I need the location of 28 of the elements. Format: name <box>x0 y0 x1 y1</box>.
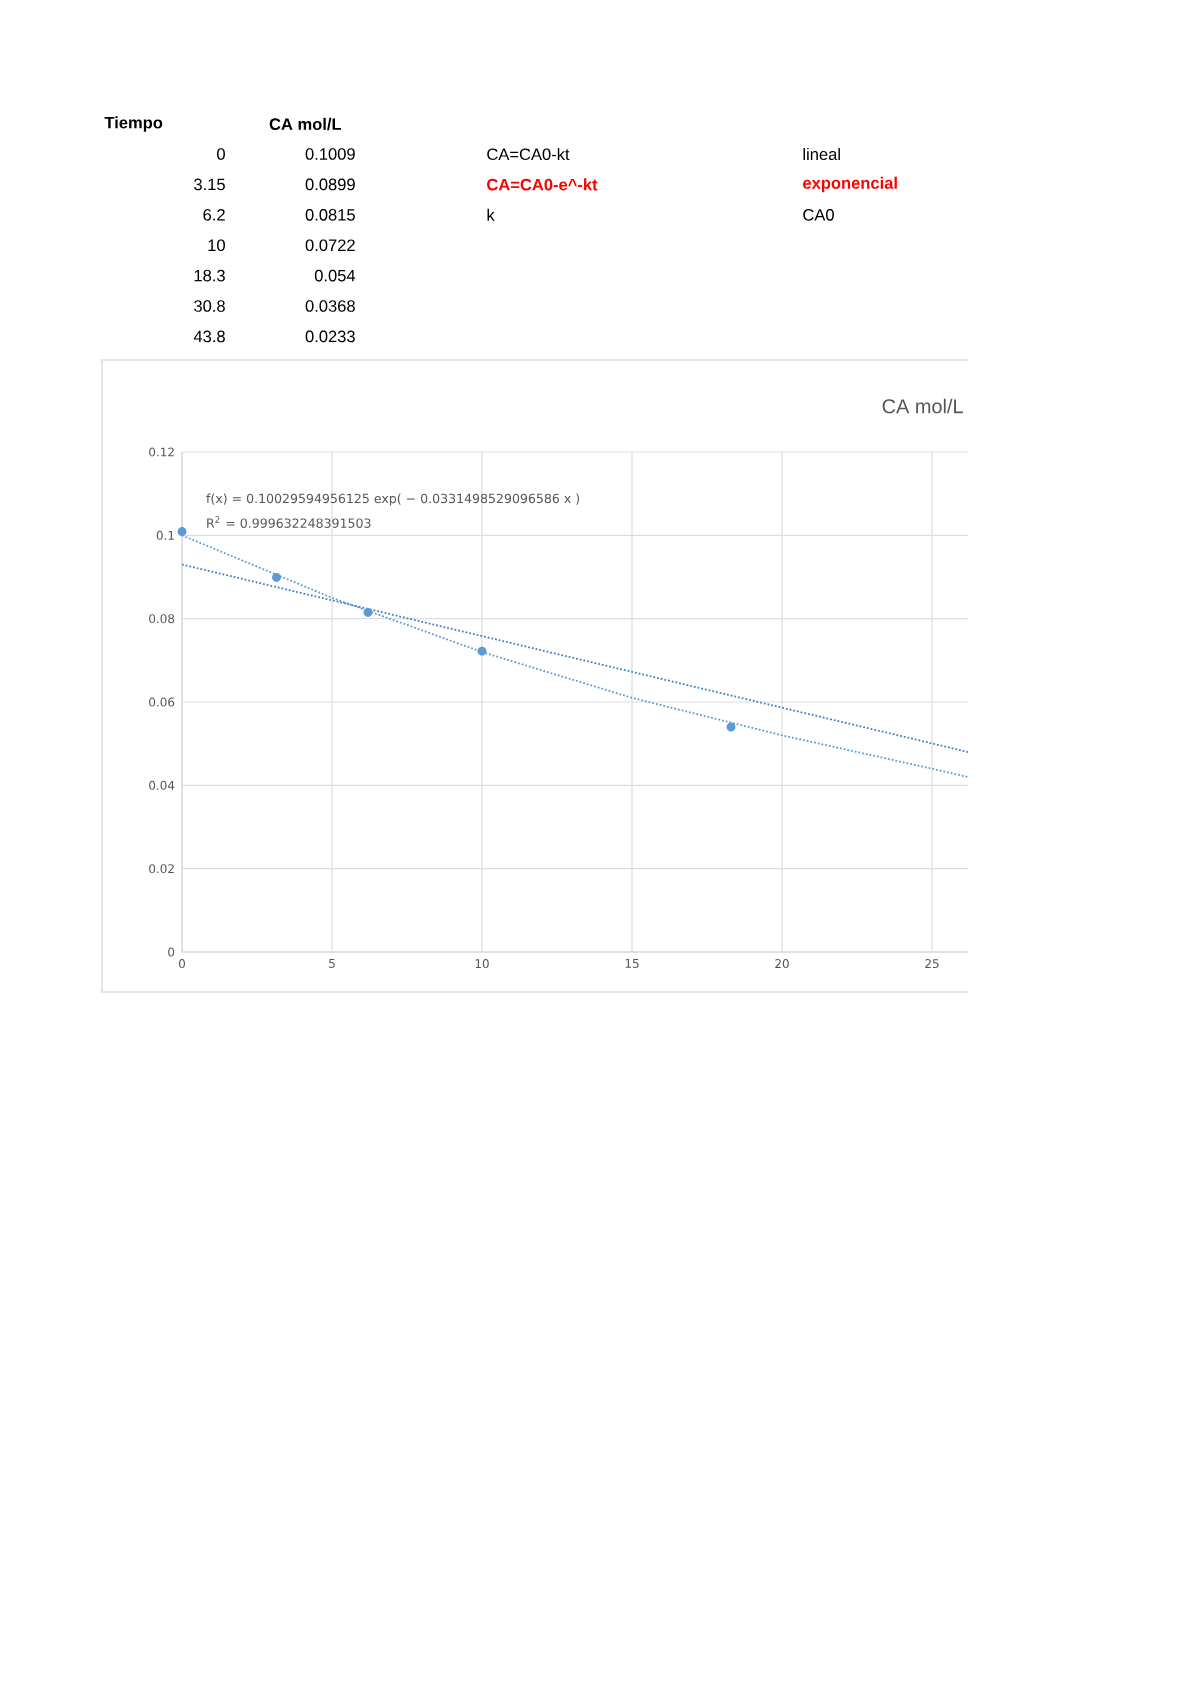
text: 0.1009 <box>305 148 355 160</box>
text: 3.15 <box>194 178 225 191</box>
text: CA0 <box>803 208 834 221</box>
text: Tiempo <box>104 116 163 132</box>
text: 0.0233 <box>305 330 355 343</box>
text: CA=CA0-kt <box>487 147 570 161</box>
text: k <box>487 208 495 221</box>
point <box>272 572 281 582</box>
text: 43.8 <box>193 330 225 343</box>
text: 10 <box>208 239 225 252</box>
point <box>477 646 487 656</box>
text: 0.0899 <box>305 178 355 191</box>
point <box>363 607 373 617</box>
text: 30.8 <box>194 300 225 312</box>
text: 0.054 <box>314 269 356 282</box>
text: CA mol/L <box>269 117 342 131</box>
point <box>177 527 187 537</box>
text: 18.3 <box>194 269 225 282</box>
text: 6.2 <box>203 208 225 221</box>
text: CA=CA0-e^-kt <box>487 178 598 191</box>
point <box>726 722 736 732</box>
text: 0.0815 <box>305 208 355 221</box>
chart-title: CA mol/L <box>882 398 963 414</box>
text: exponencial <box>803 176 897 193</box>
text: 0.0368 <box>305 300 355 312</box>
text: lineal <box>803 147 840 161</box>
text: 0.0722 <box>305 239 355 252</box>
text: 0 <box>217 148 225 160</box>
